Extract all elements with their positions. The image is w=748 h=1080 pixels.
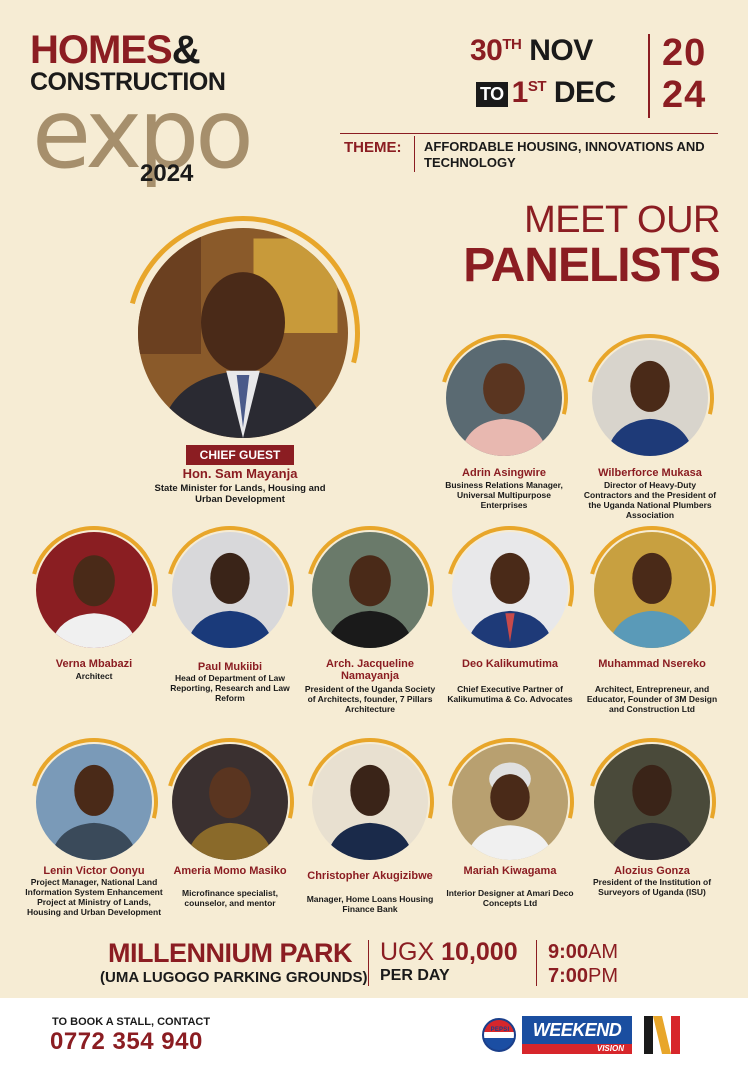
panelist-photo-adrin	[446, 340, 562, 456]
year-stacked: 20 24	[662, 32, 707, 116]
panelist-title: Interior Designer at Amari Deco Concepts…	[446, 888, 574, 908]
theme-text: AFFORDABLE HOUSING, INNOVATIONS AND TECH…	[424, 139, 705, 170]
panelist-title: Manager, Home Loans Housing Finance Bank	[306, 894, 434, 914]
theme-label: THEME:	[344, 139, 402, 156]
panelist-title: President of the Institution of Surveyor…	[592, 877, 712, 897]
price-divider	[536, 940, 537, 986]
panelist-name: Deo Kalikumutima	[462, 658, 558, 670]
panelist-photo-ameria	[172, 744, 288, 860]
time-block: 9:00AM 7:00PM	[548, 940, 618, 988]
panelist-title: Architect	[75, 671, 113, 681]
panelist-photo-alozius	[594, 744, 710, 860]
panelist-title: Director of Heavy-Duty Contractors and t…	[583, 480, 717, 520]
booking-phone[interactable]: 0772 354 940	[50, 1028, 203, 1055]
vision-label: VISION	[522, 1044, 632, 1054]
price-amount: 10,000	[441, 938, 518, 966]
price-unit: PER DAY	[380, 967, 450, 984]
panelist-name: Christopher Akugizibwe	[307, 870, 433, 882]
pepsi-label: PEPSI	[490, 1027, 510, 1033]
panelist-title: Project Manager, National Land Informati…	[25, 877, 163, 917]
venue-block: MILLENNIUM PARK (UMA LUGOGO PARKING GROU…	[100, 938, 368, 986]
venue-subtitle: (UMA LUGOGO PARKING GROUNDS)	[100, 969, 368, 986]
chief-guest-photo	[138, 228, 348, 438]
theme-divider	[414, 136, 415, 172]
panelist-photo-christopher	[312, 744, 428, 860]
headline-meet-our: MEET OUR	[524, 199, 720, 241]
price-block: UGX 10,000 PER DAY	[380, 938, 518, 985]
logo-construction: CONSTRUCTION	[30, 68, 226, 96]
panelist-photo-wilberforce	[592, 340, 708, 456]
panelist-title: Microfinance specialist, counselor, and …	[182, 888, 278, 908]
theme-rule	[340, 133, 718, 134]
start-date: 30TH NOV	[470, 34, 593, 67]
date-divider	[648, 34, 650, 118]
panelist-photo-deo	[452, 532, 568, 648]
panelist-name: Arch. Jacqueline Namayanja	[325, 658, 415, 682]
price-currency: UGX	[380, 938, 435, 966]
panelist-photo-paul	[172, 532, 288, 648]
weekend-vision-logo: WEEKEND	[522, 1016, 632, 1044]
panelist-name: Lenin Victor Oonyu	[43, 865, 145, 877]
panelist-photo-muhammad	[594, 532, 710, 648]
logo-homes: HOMES	[30, 28, 173, 72]
panelist-title: Business Relations Manager, Universal Mu…	[445, 480, 563, 510]
chief-guest-badge: CHIEF GUEST	[186, 445, 294, 465]
panelist-title: Chief Executive Partner of Kalikumutima …	[447, 684, 573, 704]
time-end: 7:00PM	[548, 965, 619, 987]
expo-logo: HOMES& CONSTRUCTION expo 2024	[30, 24, 260, 194]
event-dates: 30TH NOV TO 1ST DEC 20 24	[470, 32, 730, 118]
panelist-name: Wilberforce Mukasa	[598, 467, 702, 479]
panelist-name: Mariah Kiwagama	[463, 865, 557, 877]
new-vision-n-logo-icon	[640, 1014, 684, 1056]
panelist-title: Architect, Entrepreneur, and Educator, F…	[586, 684, 718, 714]
panelist-name: Paul Mukiibi	[197, 661, 263, 673]
logo-year: 2024	[140, 160, 194, 187]
panelist-name: Verna Mbabazi	[55, 658, 133, 670]
time-start: 9:00AM	[548, 941, 619, 963]
panelist-name: Alozius Gonza	[614, 865, 690, 877]
panelist-photo-jacqueline	[312, 532, 428, 648]
to-badge: TO	[476, 81, 508, 107]
panelist-photo-lenin	[36, 744, 152, 860]
footer: TO BOOK A STALL, CONTACT 0772 354 940 PE…	[0, 998, 748, 1080]
pepsi-logo-icon	[482, 1018, 516, 1052]
panelist-name: Ameria Momo Masiko	[173, 865, 287, 877]
chief-guest-title: State Minister for Lands, Housing and Ur…	[154, 483, 326, 505]
end-date: TO 1ST DEC	[476, 76, 616, 110]
panelist-photo-mariah	[452, 744, 568, 860]
logo-ampersand: &	[171, 28, 201, 72]
logo-expo: expo	[32, 78, 254, 190]
panelist-photo-verna	[36, 532, 152, 648]
headline-panelists: PANELISTS	[463, 239, 721, 292]
panelist-name: Muhammad Nsereko	[598, 658, 706, 670]
venue-divider	[368, 940, 369, 986]
chief-guest-name: Hon. Sam Mayanja	[182, 466, 298, 481]
panelist-name: Adrin Asingwire	[462, 467, 546, 479]
venue-name: MILLENNIUM PARK	[108, 938, 352, 968]
panelist-title: President of the Uganda Society of Archi…	[304, 684, 436, 714]
panelist-title: Head of Department of Law Reporting, Res…	[170, 673, 290, 703]
booking-label: TO BOOK A STALL, CONTACT	[52, 1016, 211, 1028]
